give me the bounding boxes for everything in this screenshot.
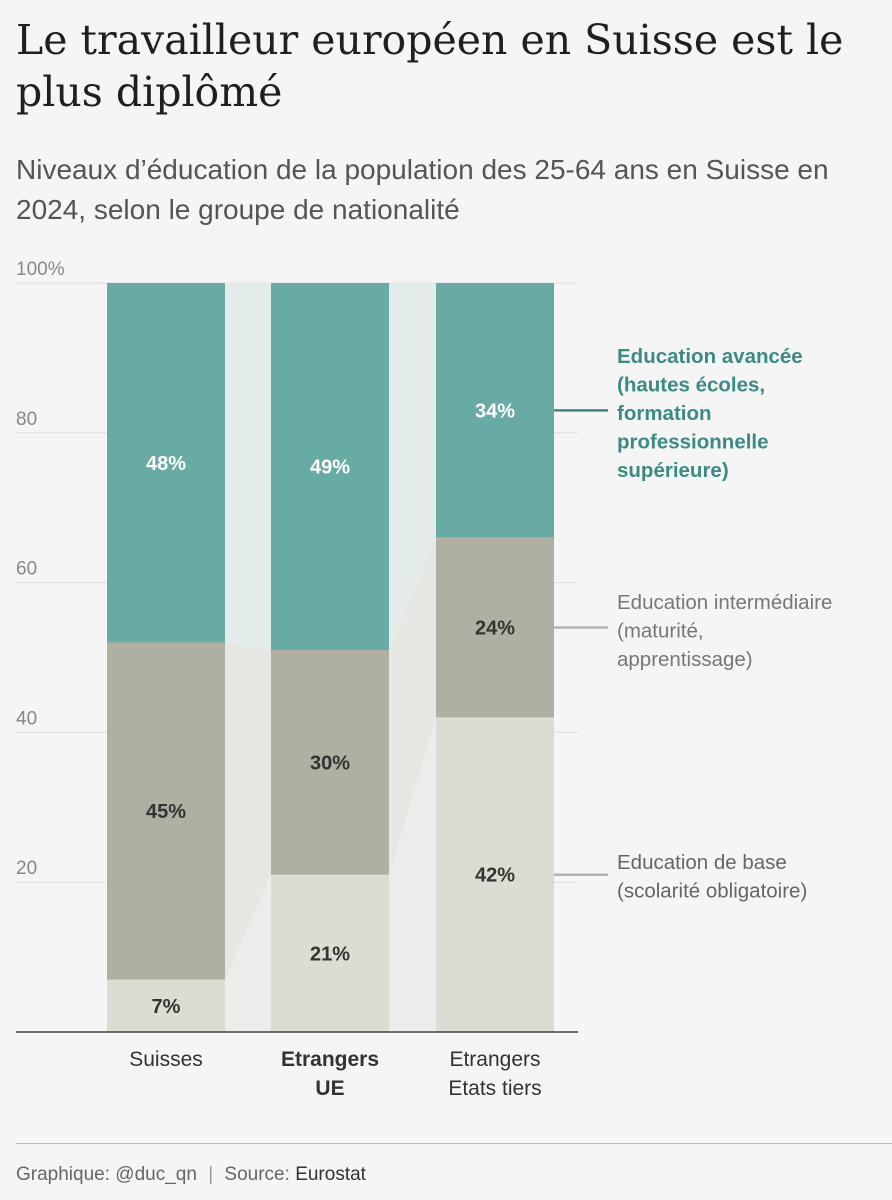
y-tick-label: 20 xyxy=(16,858,37,879)
connector-band-intermediate xyxy=(389,537,436,875)
data-label: 30% xyxy=(310,752,350,774)
connector-band-base xyxy=(389,717,436,1032)
y-tick-label: 80 xyxy=(16,409,37,430)
connector-band-advanced xyxy=(225,283,271,651)
source-value: Eurostat xyxy=(295,1164,366,1185)
connector-band-intermediate xyxy=(225,642,271,980)
y-tick-label: 100% xyxy=(16,259,65,280)
data-label: 34% xyxy=(475,400,515,422)
legend-label-advanced: formation xyxy=(617,402,712,425)
connector-band-advanced xyxy=(389,283,436,651)
chart-title: Le travailleur européen en Suisse est le… xyxy=(16,16,844,116)
y-tick-label: 60 xyxy=(16,559,37,580)
x-category-label: Etats tiers xyxy=(448,1077,541,1100)
data-label: 42% xyxy=(475,865,515,887)
graphic-label: Graphique: xyxy=(16,1164,111,1185)
graphic-author: @duc_qn xyxy=(115,1164,197,1185)
data-label: 49% xyxy=(310,457,350,479)
legend-label-intermediate: apprentissage) xyxy=(617,648,753,671)
bar-segment-intermediate xyxy=(107,642,225,980)
bar-segment-intermediate xyxy=(436,537,554,718)
source-label: Source: xyxy=(224,1164,290,1185)
y-tick-label: 40 xyxy=(16,708,37,729)
data-label: 45% xyxy=(146,801,186,823)
legend-label-intermediate: Education intermédiaire xyxy=(617,591,832,614)
chart-subtitle: Niveaux d’éducation de la population des… xyxy=(16,154,829,225)
stacked-bar-chart: 100% 80 60 40 20 7% 45% 48% 21% 30% 49% 42% 24% 34% Su… xyxy=(16,259,832,1100)
legend-label-advanced: Education avancée xyxy=(617,345,803,368)
bar-segment-intermediate xyxy=(271,650,389,875)
x-category-label: Etrangers xyxy=(449,1048,540,1071)
footer-separator: | xyxy=(208,1164,214,1185)
legend-label-advanced: (hautes écoles, xyxy=(617,374,765,397)
connector-band-base xyxy=(225,874,271,1032)
legend-label-advanced: supérieure) xyxy=(617,459,729,482)
data-label: 24% xyxy=(475,618,515,640)
data-label: 21% xyxy=(310,943,350,965)
bar-segment-base xyxy=(271,874,389,1032)
bar-segment-advanced xyxy=(107,283,225,643)
x-category-label: Etrangers xyxy=(281,1048,379,1071)
footer: Graphique: @duc_qn | Source: Eurostat xyxy=(16,1164,366,1186)
footer-divider xyxy=(16,1143,892,1144)
x-category-label: Suisses xyxy=(129,1048,203,1071)
bar-segment-base xyxy=(436,717,554,1032)
legend-label-base: Education de base xyxy=(617,851,787,874)
bar-segment-advanced xyxy=(271,283,389,651)
x-category-label: UE xyxy=(315,1077,344,1100)
data-label: 7% xyxy=(152,996,181,1018)
legend-label-base: (scolarité obligatoire) xyxy=(617,880,807,903)
legend-label-intermediate: (maturité, xyxy=(617,620,704,643)
data-label: 48% xyxy=(146,453,186,475)
legend-label-advanced: professionnelle xyxy=(617,431,769,454)
bar-segment-base xyxy=(107,979,225,1032)
bar-segment-advanced xyxy=(436,283,554,538)
